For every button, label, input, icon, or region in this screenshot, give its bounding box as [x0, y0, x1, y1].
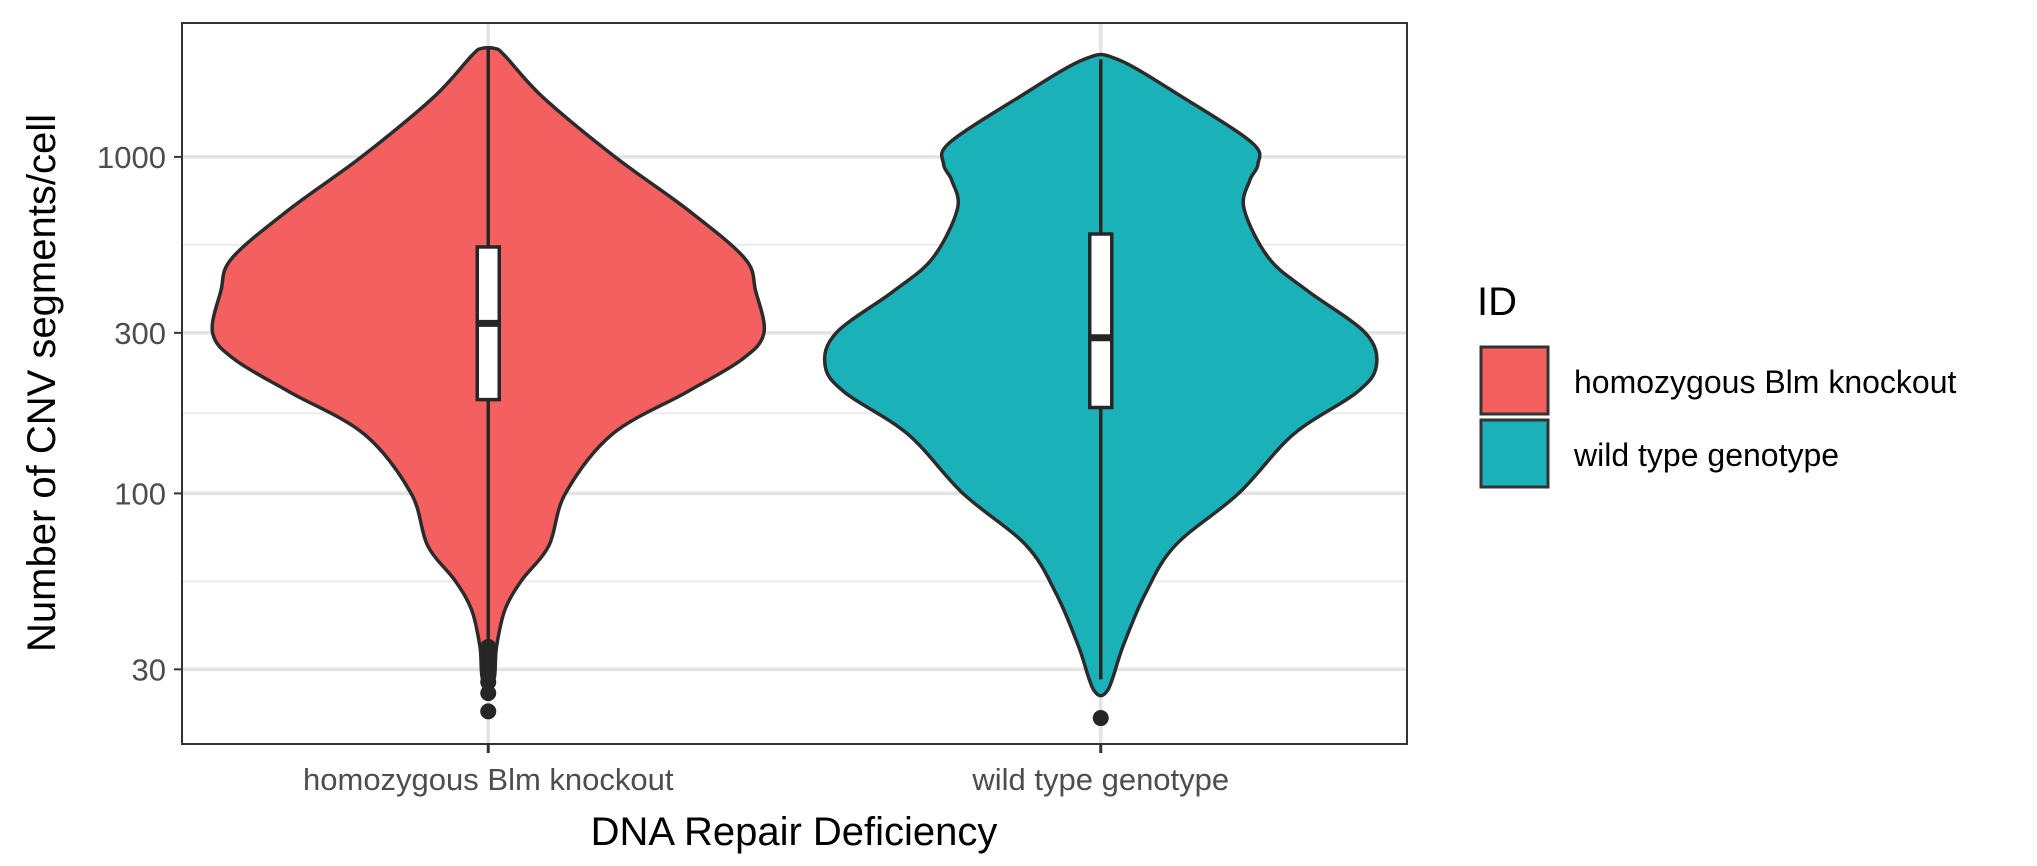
violins	[210, 45, 1379, 727]
y-tick-label: 100	[114, 476, 166, 511]
x-axis: homozygous Blm knockout wild type genotyp…	[303, 744, 1229, 797]
box-iqr	[1088, 232, 1114, 410]
x-tick-label-wild-type-genotype: wild type genotype	[971, 762, 1229, 797]
outlier-point	[480, 674, 497, 691]
y-axis: 30 100 300 1000	[97, 140, 182, 687]
legend-item-wild-type-genotype: wild type genotype	[1479, 418, 1839, 489]
legend-swatch-wild-type-genotype	[1479, 418, 1550, 489]
legend-label-homozygous-blm-knockout: homozygous Blm knockout	[1574, 364, 1957, 400]
y-tick-label: 1000	[97, 140, 166, 175]
violin-group-homozygous-blm-knockout	[210, 45, 767, 720]
legend-title: ID	[1477, 280, 1517, 324]
plot-panel-border	[181, 22, 1408, 745]
outlier-point	[480, 703, 497, 720]
outlier-point	[480, 685, 497, 702]
violin-group-wild-type-genotype	[822, 52, 1379, 727]
x-tick-label-homozygous-blm-knockout: homozygous Blm knockout	[303, 762, 674, 797]
legend: ID homozygous Blm knockout wild type gen…	[1477, 280, 1957, 489]
y-tick-label: 30	[132, 652, 166, 687]
y-axis-title: Number of CNV segments/cell	[20, 114, 64, 652]
outlier-point	[1092, 710, 1109, 727]
legend-swatch-homozygous-blm-knockout	[1479, 345, 1550, 416]
legend-label-wild-type-genotype: wild type genotype	[1573, 437, 1839, 473]
x-axis-title: DNA Repair Deficiency	[591, 810, 998, 854]
y-tick-label: 300	[114, 316, 166, 351]
legend-item-homozygous-blm-knockout: homozygous Blm knockout	[1479, 345, 1957, 416]
